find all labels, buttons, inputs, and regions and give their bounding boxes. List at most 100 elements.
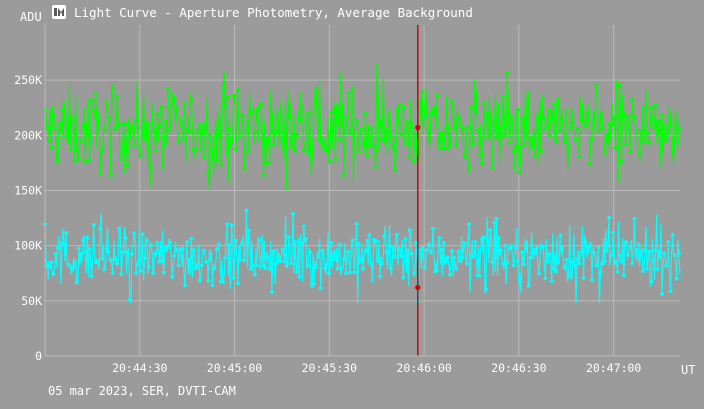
data-point xyxy=(507,246,512,251)
data-point xyxy=(333,257,338,262)
y-tick-label: 0 xyxy=(35,349,42,363)
data-point xyxy=(441,241,446,246)
data-point xyxy=(189,98,194,103)
data-point xyxy=(110,271,115,275)
data-point xyxy=(590,278,594,282)
data-point xyxy=(337,137,342,142)
data-point xyxy=(350,238,355,243)
data-point xyxy=(242,167,247,171)
data-point xyxy=(670,149,675,154)
data-point xyxy=(102,127,107,132)
data-point xyxy=(494,216,499,221)
data-point xyxy=(267,160,272,165)
data-point xyxy=(672,138,677,142)
data-point xyxy=(460,127,465,132)
data-point xyxy=(100,148,105,153)
data-point xyxy=(674,276,679,281)
data-point xyxy=(183,283,187,288)
data-point xyxy=(312,103,317,108)
data-point xyxy=(125,163,130,167)
data-point xyxy=(384,128,389,133)
data-point xyxy=(401,105,406,110)
data-point xyxy=(412,271,416,275)
axes: 0 50K 100K 150K 200K 250K 20:44:30 20:45:00 20:4… xyxy=(14,25,680,375)
data-point xyxy=(339,123,344,128)
data-point xyxy=(318,286,323,291)
data-point xyxy=(560,246,565,250)
data-point xyxy=(592,251,596,256)
data-point xyxy=(282,137,287,142)
data-point xyxy=(274,261,278,266)
data-point xyxy=(123,122,128,126)
data-point xyxy=(327,159,331,164)
data-point xyxy=(414,132,418,137)
data-point xyxy=(392,255,397,259)
data-point xyxy=(672,253,677,257)
data-point xyxy=(628,150,633,154)
data-point xyxy=(575,126,580,131)
data-point xyxy=(344,271,348,276)
data-point xyxy=(405,120,410,125)
data-point xyxy=(47,138,52,143)
time-cursor[interactable] xyxy=(415,25,421,356)
data-point xyxy=(585,117,590,122)
data-point xyxy=(479,161,484,166)
data-point xyxy=(172,95,177,99)
chart-title: Light Curve - Aperture Photometry, Avera… xyxy=(74,4,473,20)
data-point xyxy=(403,237,408,242)
data-point xyxy=(420,90,425,95)
data-point xyxy=(571,260,575,264)
data-point xyxy=(528,136,533,141)
data-point xyxy=(537,271,541,276)
data-point xyxy=(121,250,126,255)
data-point xyxy=(666,240,671,244)
data-point xyxy=(435,93,440,98)
data-point xyxy=(263,162,268,166)
data-point xyxy=(619,259,624,264)
data-point xyxy=(106,249,111,254)
data-point xyxy=(272,249,276,254)
data-point xyxy=(100,256,105,261)
data-point xyxy=(496,236,501,241)
data-point xyxy=(132,144,136,148)
data-point xyxy=(505,71,510,75)
data-point xyxy=(314,265,319,269)
data-point xyxy=(662,251,666,256)
data-point xyxy=(373,164,378,169)
data-point xyxy=(403,141,408,146)
x-tick-label: 20:45:00 xyxy=(207,361,262,375)
data-point xyxy=(98,227,102,231)
data-point xyxy=(125,250,130,254)
app-logo-icon[interactable] xyxy=(52,5,66,19)
data-point xyxy=(378,119,382,124)
data-point xyxy=(621,116,626,120)
data-point xyxy=(664,263,669,268)
data-point xyxy=(197,123,202,127)
data-point xyxy=(320,248,325,253)
cursor-marker xyxy=(415,284,421,291)
data-point xyxy=(104,246,109,251)
data-point xyxy=(564,108,569,113)
data-point xyxy=(530,143,535,148)
data-point xyxy=(526,91,531,96)
data-point xyxy=(382,234,387,239)
data-point xyxy=(477,274,482,278)
data-point xyxy=(157,123,162,128)
data-point xyxy=(549,279,554,283)
data-point xyxy=(246,149,251,154)
data-point xyxy=(452,255,457,260)
data-point xyxy=(79,139,83,144)
data-point xyxy=(115,94,119,99)
data-point xyxy=(149,243,153,248)
data-point xyxy=(556,96,560,101)
data-point xyxy=(79,252,83,256)
data-point xyxy=(89,98,94,103)
data-point xyxy=(166,245,170,250)
data-point xyxy=(176,263,181,268)
data-point xyxy=(520,116,524,120)
data-point xyxy=(382,137,387,141)
data-point xyxy=(74,280,79,285)
data-point xyxy=(208,133,213,138)
